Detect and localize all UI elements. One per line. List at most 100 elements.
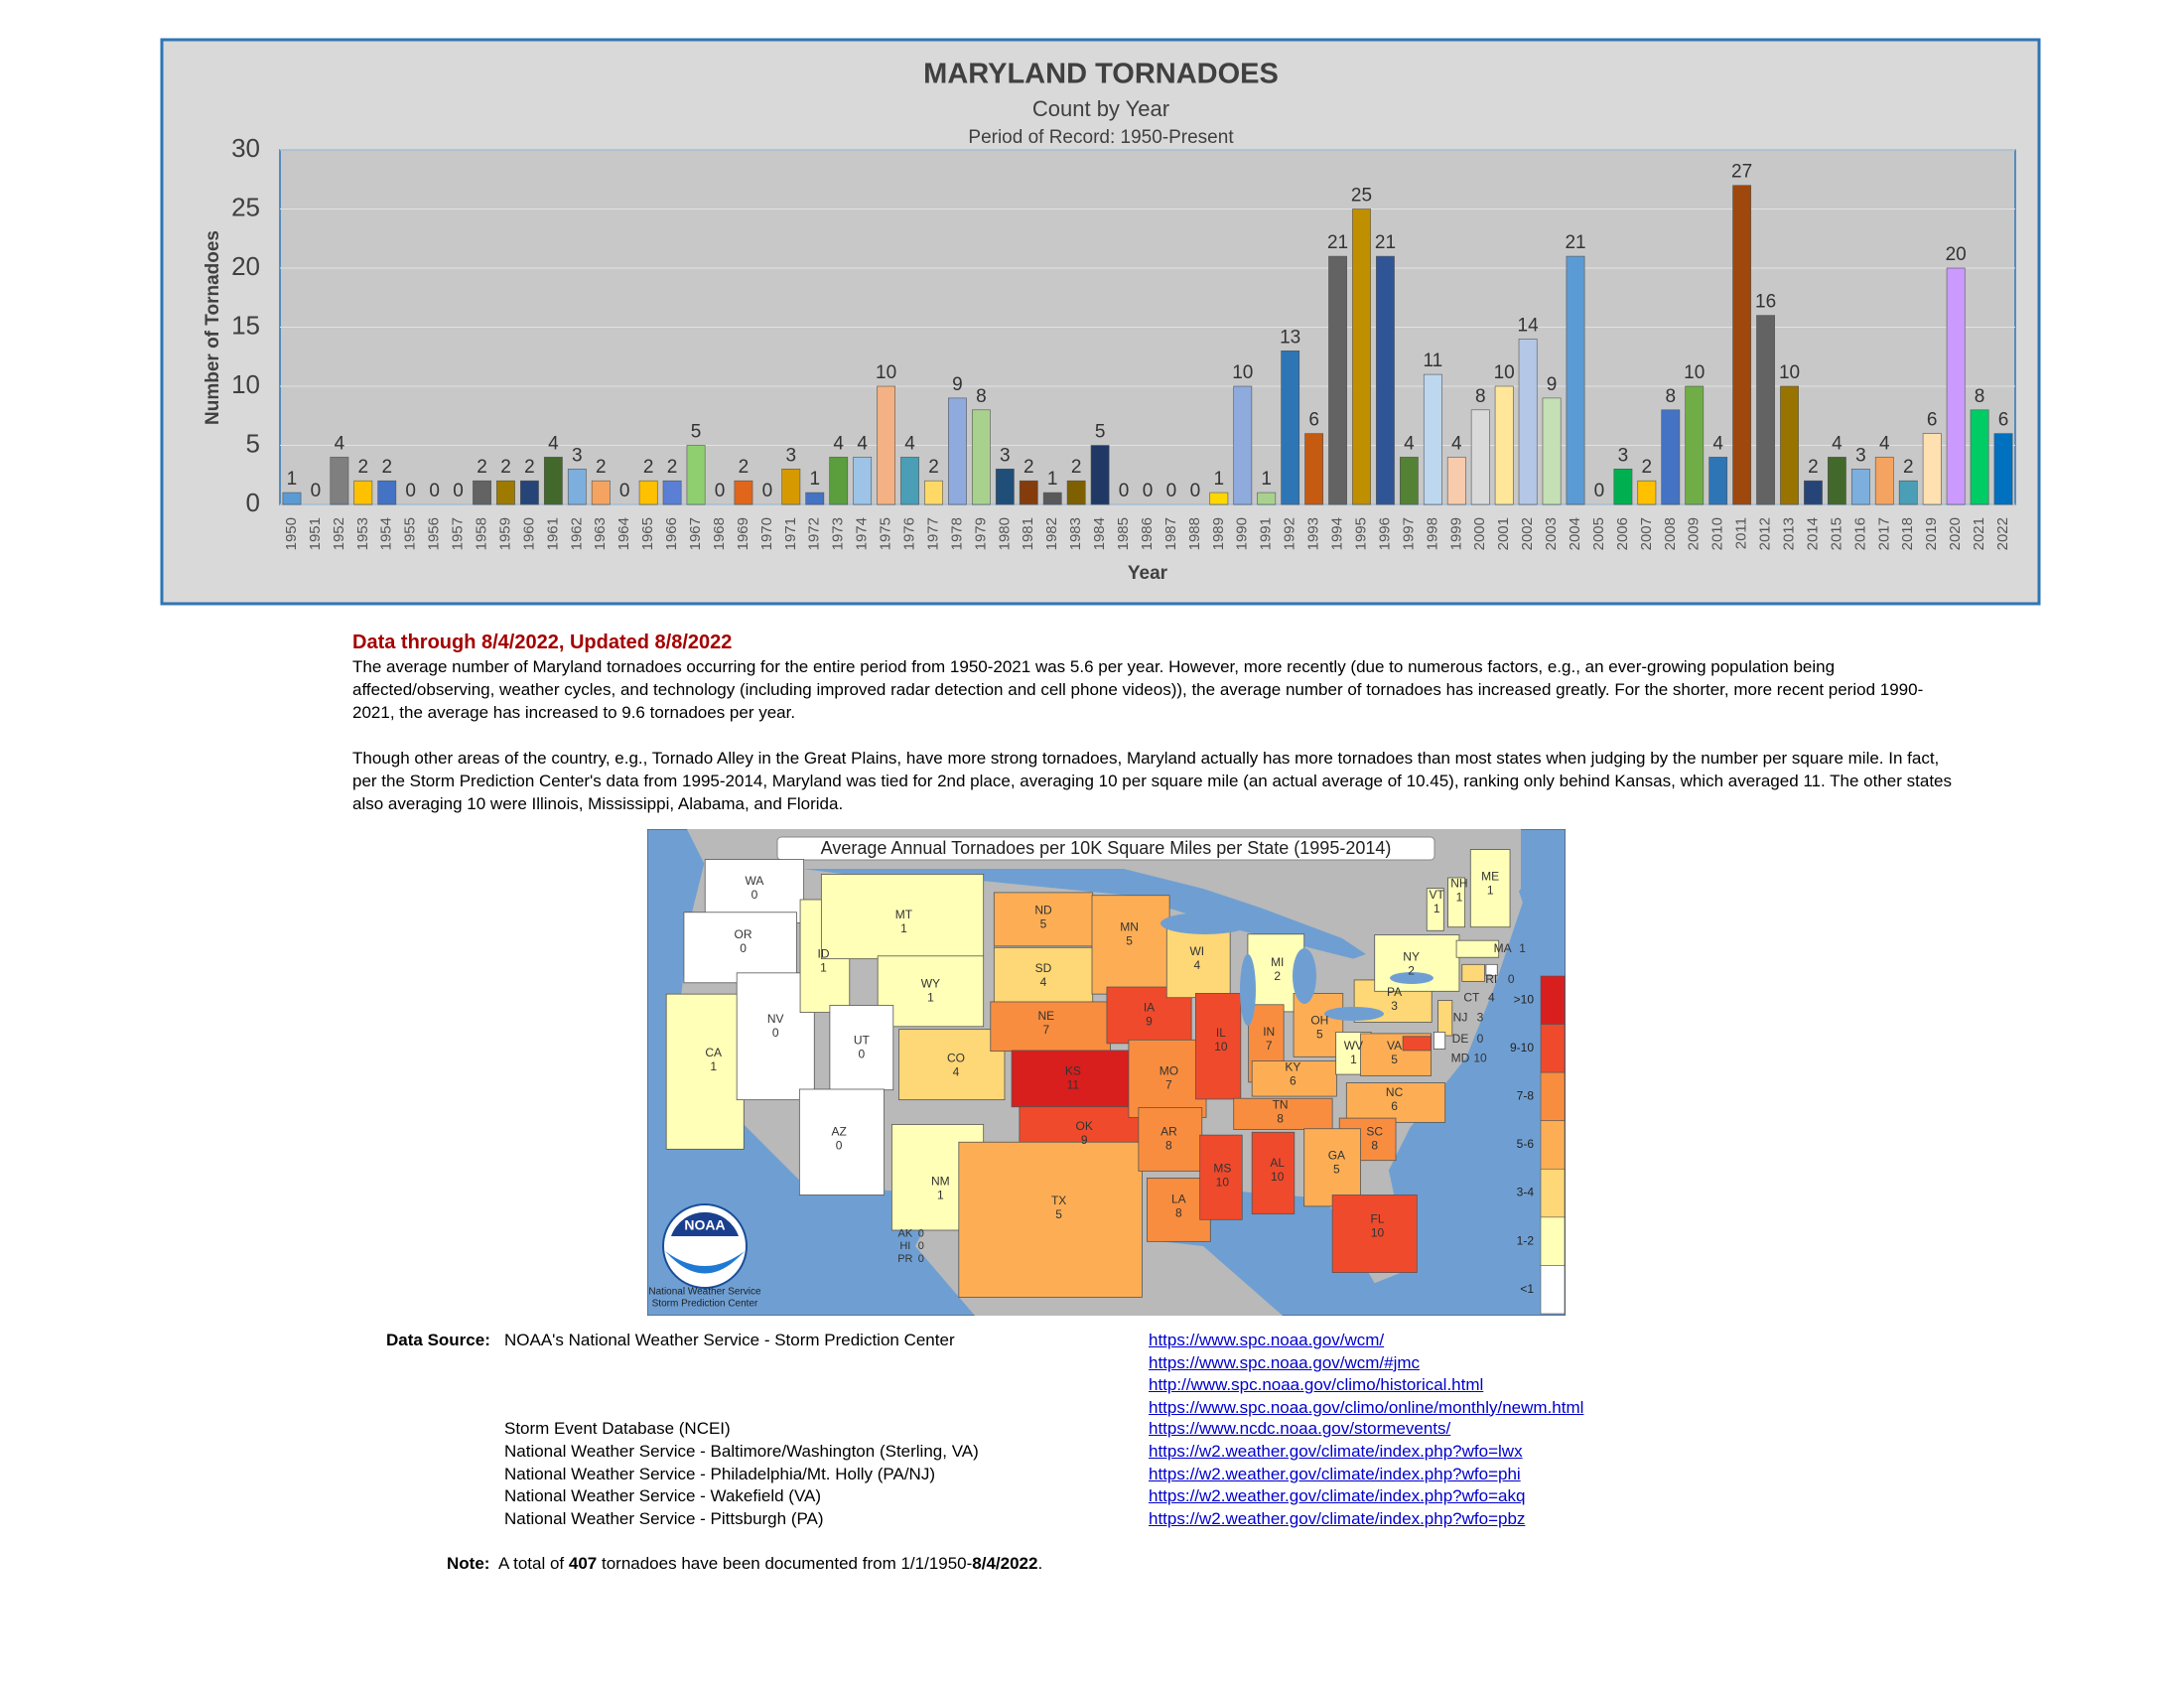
value-label: 2: [1071, 457, 1082, 478]
value-label: 10: [1779, 362, 1800, 383]
source-link[interactable]: https://www.spc.noaa.gov/wcm/: [1149, 1331, 1385, 1349]
value-label: 27: [1731, 162, 1752, 183]
state-abbr: DE: [1452, 1032, 1469, 1046]
legend-label: 1-2: [1517, 1233, 1535, 1247]
bar: [805, 492, 825, 505]
x-tick-label: 1992: [1282, 517, 1298, 550]
bar: [591, 480, 611, 505]
source-name: NOAA's National Weather Service - Storm …: [504, 1331, 955, 1349]
x-tick-label: 1996: [1376, 517, 1393, 550]
state: [1194, 993, 1242, 1100]
state-value: 11: [1067, 1078, 1080, 1092]
x-tick-label: 1991: [1258, 517, 1275, 550]
value-label: 16: [1755, 292, 1776, 313]
bar: [1993, 433, 2013, 505]
state-value: 8: [1277, 1112, 1284, 1126]
bar: [924, 480, 943, 505]
x-tick-label: 1972: [806, 517, 823, 550]
state: [1461, 963, 1485, 982]
bar: [781, 468, 801, 505]
x-tick-label: 2003: [1543, 517, 1560, 550]
value-label: 0: [429, 481, 440, 501]
bar: [1090, 445, 1110, 505]
value-label: 10: [1232, 362, 1253, 383]
state: [665, 993, 745, 1150]
state: [683, 912, 797, 984]
bar: [1828, 457, 1846, 505]
state-value: 5: [1126, 934, 1133, 948]
value-label: 4: [1712, 433, 1723, 454]
lake: [1240, 954, 1256, 1026]
x-tick-label: 2016: [1851, 517, 1868, 550]
bar: [377, 480, 397, 505]
state-abbr: NH: [1450, 877, 1467, 891]
x-tick-label: 2001: [1495, 517, 1512, 550]
x-tick-label: 2007: [1638, 517, 1655, 550]
source-link[interactable]: https://w2.weather.gov/climate/index.php…: [1149, 1509, 1526, 1528]
state-value: 5: [1333, 1163, 1340, 1177]
legend-swatch: [1540, 1216, 1566, 1266]
state-abbr: OK: [1076, 1119, 1093, 1133]
x-tick-label: 1970: [758, 517, 775, 550]
state-value: 7: [1165, 1078, 1172, 1092]
source-link[interactable]: https://www.ncdc.noaa.gov/stormevents/: [1149, 1419, 1451, 1438]
x-tick-label: 1976: [901, 517, 918, 550]
y-tick-label: 5: [246, 428, 260, 458]
state-abbr: VT: [1430, 888, 1445, 902]
state-abbr: WV: [1344, 1039, 1363, 1053]
source-link[interactable]: https://w2.weather.gov/climate/index.php…: [1149, 1486, 1526, 1505]
state-abbr: MO: [1160, 1064, 1178, 1078]
state-value: 1: [1456, 891, 1463, 905]
state-abbr: NV: [767, 1012, 784, 1026]
state-value: 9: [1081, 1133, 1088, 1147]
value-label: 8: [1475, 386, 1486, 407]
chart-period: Period of Record: 1950-Present: [968, 127, 1234, 148]
bar: [1066, 480, 1086, 505]
state: [1199, 1134, 1243, 1220]
value-label: 3: [1855, 445, 1866, 466]
source-link[interactable]: http://www.spc.noaa.gov/climo/historical…: [1149, 1375, 1484, 1394]
value-label: 2: [928, 457, 939, 478]
state-value: 1: [820, 961, 827, 975]
value-label: 2: [524, 457, 535, 478]
heading: Data through 8/4/2022, Updated 8/8/2022: [352, 632, 733, 653]
state-abbr: WA: [745, 874, 763, 888]
state: [877, 955, 985, 1028]
source-link[interactable]: https://www.spc.noaa.gov/wcm/#jmc: [1149, 1352, 1421, 1372]
x-tick-label: 2000: [1471, 517, 1488, 550]
state-abbr: CO: [947, 1052, 965, 1065]
x-tick-label: 2004: [1567, 517, 1583, 550]
x-tick-label: 1997: [1400, 517, 1417, 550]
map-title: Average Annual Tornadoes per 10K Square …: [821, 838, 1392, 858]
source-link[interactable]: https://www.spc.noaa.gov/climo/online/mo…: [1149, 1397, 1584, 1417]
state-value: 1: [927, 990, 934, 1004]
state-abbr: SD: [1035, 961, 1052, 975]
state: [1485, 963, 1498, 977]
source-link[interactable]: https://w2.weather.gov/climate/index.php…: [1149, 1465, 1521, 1483]
value-label: 0: [405, 481, 416, 501]
logo-top: [671, 1211, 739, 1236]
value-label: 10: [876, 362, 896, 383]
state-value: 10: [1473, 1052, 1487, 1065]
legend-label: 3-4: [1517, 1186, 1535, 1199]
bar: [1042, 492, 1062, 505]
value-label: 0: [311, 481, 322, 501]
state-abbr: IA: [1144, 1001, 1155, 1015]
state-value: 4: [1488, 991, 1495, 1005]
bar: [853, 457, 873, 505]
state-abbr: WI: [1189, 944, 1204, 958]
value-label: 0: [1594, 481, 1605, 501]
legend-label: 7-8: [1517, 1089, 1535, 1103]
note-label: Note:: [447, 1554, 490, 1573]
state-value: 10: [1271, 1170, 1285, 1184]
bar: [1542, 397, 1562, 505]
source-label: Data Source:: [386, 1331, 490, 1349]
value-label: 0: [1190, 481, 1201, 501]
source-link[interactable]: https://w2.weather.gov/climate/index.php…: [1149, 1442, 1523, 1461]
state-abbr: UT: [854, 1033, 871, 1047]
x-tick-label: 1956: [426, 517, 443, 550]
x-tick-label: 1984: [1091, 517, 1108, 550]
x-tick-label: 1982: [1043, 517, 1060, 550]
x-tick-label: 1951: [307, 517, 324, 550]
bar: [567, 468, 587, 505]
